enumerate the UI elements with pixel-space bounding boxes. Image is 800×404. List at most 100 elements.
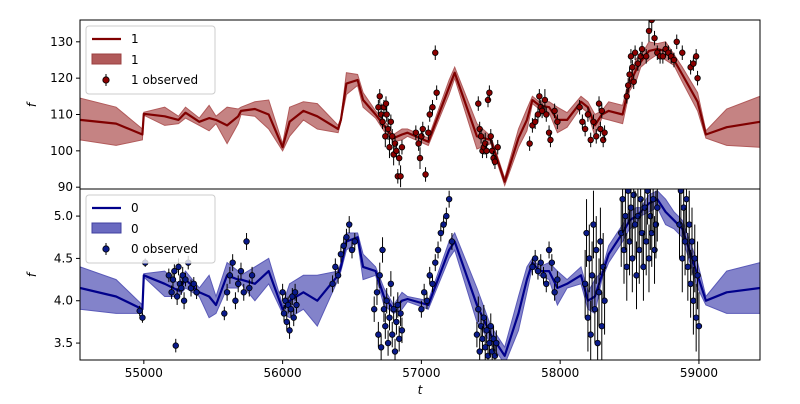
bottom-observed-point bbox=[651, 246, 658, 254]
top-observed-point bbox=[593, 133, 600, 140]
top-observed-point bbox=[576, 104, 583, 111]
bottom-observed-point bbox=[169, 276, 177, 283]
top-observed-point bbox=[393, 147, 400, 155]
bottom-observed-point bbox=[226, 272, 234, 279]
top-observed-point bbox=[673, 38, 680, 46]
top-observed-point bbox=[386, 144, 393, 151]
bottom-observed-point bbox=[623, 263, 630, 271]
top-observed-point bbox=[484, 96, 492, 104]
top-observed-point bbox=[551, 107, 558, 115]
top-observed-point bbox=[412, 129, 420, 136]
bottom-observed-point bbox=[172, 342, 179, 349]
top-observed-point bbox=[475, 100, 482, 107]
x-tick-label: 59000 bbox=[680, 366, 718, 380]
bottom-observed-point bbox=[286, 327, 293, 334]
bottom-observed-point bbox=[473, 331, 481, 338]
bottom-observed-point bbox=[420, 289, 428, 296]
top-legend-label-band: 1 bbox=[131, 53, 139, 67]
top-observed-point bbox=[584, 111, 592, 118]
top-observed-point bbox=[623, 93, 630, 100]
bottom-observed-point bbox=[240, 289, 247, 296]
bottom-observed-point bbox=[645, 255, 653, 262]
bottom-observed-point bbox=[348, 246, 356, 254]
bottom-observed-point bbox=[394, 301, 401, 309]
top-observed-point bbox=[477, 133, 485, 140]
bottom-observed-point bbox=[636, 246, 643, 254]
bottom-observed-point bbox=[445, 195, 453, 203]
top-mean-line bbox=[80, 48, 760, 183]
bottom-observed-point bbox=[601, 297, 608, 304]
bottom-observed-point bbox=[373, 289, 381, 296]
bottom-observed-point bbox=[548, 259, 556, 266]
bottom-observed-point bbox=[437, 229, 445, 237]
bottom-observed-point bbox=[440, 221, 447, 228]
top-observed-point bbox=[476, 125, 483, 133]
bottom-observed-point bbox=[599, 263, 607, 271]
bottom-observed-point bbox=[551, 289, 558, 296]
bottom-observed-point bbox=[683, 195, 690, 203]
top-observed-point bbox=[416, 154, 424, 162]
top-y-tick-label: 110 bbox=[50, 107, 73, 121]
top-legend-label-line: 1 bbox=[131, 32, 139, 46]
bottom-observed-point bbox=[423, 297, 431, 304]
top-observed-point bbox=[581, 125, 589, 133]
bottom-y-ticks: 3.5 4.0 4.5 5.0 bbox=[54, 209, 80, 350]
bottom-observed-point bbox=[479, 335, 486, 343]
bottom-observed-point bbox=[629, 255, 636, 262]
bottom-observed-point bbox=[377, 344, 385, 351]
top-observed-point bbox=[679, 49, 686, 56]
top-observed-point bbox=[379, 118, 386, 125]
bottom-observed-point bbox=[291, 289, 299, 296]
top-observed-point bbox=[382, 133, 389, 140]
top-observed-point bbox=[398, 144, 406, 151]
top-observed-point bbox=[425, 129, 432, 136]
top-observed-point bbox=[415, 140, 422, 147]
bottom-observed-point bbox=[581, 280, 589, 288]
bottom-observed-point bbox=[688, 238, 696, 245]
top-observed-point bbox=[418, 133, 425, 140]
bottom-observed-point bbox=[393, 318, 400, 326]
x-tick-label: 56000 bbox=[264, 366, 302, 380]
bottom-observed-point bbox=[287, 306, 295, 313]
bottom-observed-point bbox=[371, 306, 378, 313]
bottom-legend-label-observed: 0 observed bbox=[131, 242, 198, 256]
top-observed-point bbox=[598, 107, 605, 115]
bottom-observed-point bbox=[680, 204, 687, 211]
top-observed-point bbox=[382, 100, 390, 107]
top-observed-point bbox=[595, 100, 603, 107]
bottom-observed-point bbox=[182, 276, 189, 283]
bottom-observed-point bbox=[487, 322, 494, 330]
bottom-x-ticks: 55000 56000 57000 58000 59000 bbox=[125, 360, 718, 380]
bottom-observed-point bbox=[384, 339, 392, 347]
panel-bottom: 3.5 4.0 4.5 5.0 55000 56000 57000 58000 59000 f… bbox=[25, 188, 761, 397]
bottom-observed-point bbox=[540, 272, 547, 279]
bottom-legend-marker-swatch bbox=[102, 245, 110, 253]
bottom-observed-point bbox=[175, 263, 182, 271]
bottom-observed-point bbox=[391, 348, 399, 355]
bottom-observed-point bbox=[235, 280, 242, 288]
bottom-observed-point bbox=[480, 314, 488, 321]
bottom-observed-point bbox=[643, 238, 650, 245]
bottom-observed-point bbox=[139, 314, 146, 321]
bottom-observed-point bbox=[332, 263, 339, 271]
bottom-observed-point bbox=[246, 284, 253, 292]
bottom-observed-point bbox=[583, 229, 590, 237]
top-observed-point bbox=[377, 111, 385, 118]
top-observed-point bbox=[526, 140, 533, 147]
top-observed-point bbox=[651, 34, 658, 42]
bottom-observed-point bbox=[168, 289, 175, 296]
top-observed-point bbox=[397, 173, 404, 180]
top-observed-point bbox=[692, 53, 700, 60]
bottom-observed-point bbox=[290, 314, 297, 321]
top-observed-point bbox=[629, 64, 636, 71]
top-observed-point bbox=[694, 74, 701, 82]
bottom-observed-point bbox=[620, 246, 628, 254]
top-observed-point bbox=[391, 140, 399, 147]
bottom-observed-point bbox=[692, 314, 700, 321]
bottom-observed-point bbox=[387, 280, 395, 288]
bottom-legend-band-swatch bbox=[91, 222, 122, 234]
x-tick-label: 58000 bbox=[541, 366, 579, 380]
bottom-observed-point bbox=[654, 204, 661, 211]
bottom-observed-point bbox=[679, 255, 686, 262]
panel-top: 90 100 110 120 130 f 1 1 1 observed bbox=[25, 19, 761, 194]
